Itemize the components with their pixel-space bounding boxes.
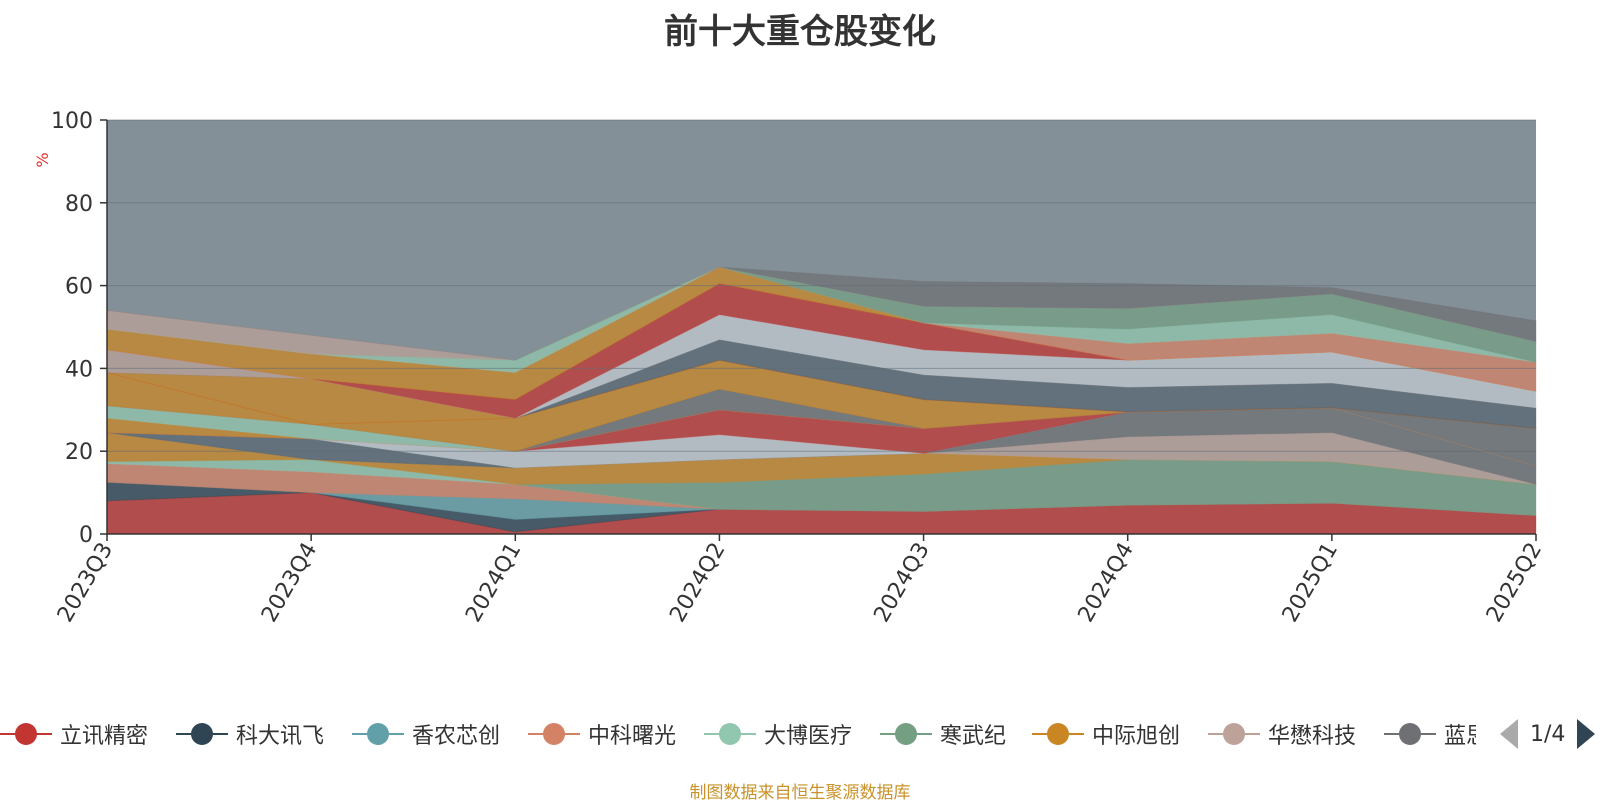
legend-label: 香农芯创	[412, 724, 501, 749]
legend-dot-icon	[543, 723, 565, 745]
legend-dot-icon	[1047, 723, 1069, 745]
area-series-15	[106, 388, 1537, 467]
legend-items: 立讯精密 科大讯飞 香农芯创 中科曙光 大博医疗 寒武纪 中际旭创 华懋科技 蓝思科技	[0, 712, 1476, 756]
legend-label: 华懋科技	[1268, 724, 1357, 749]
legend-marker-icon	[1384, 712, 1436, 756]
y-tick-label: 60	[65, 275, 93, 300]
legend-marker-icon	[352, 712, 404, 756]
y-axis-unit-label: %	[33, 152, 52, 167]
legend: 立讯精密 科大讯飞 香农芯创 中科曙光 大博医疗 寒武纪 中际旭创 华懋科技 蓝思科技 1/4	[0, 712, 1600, 756]
legend-item[interactable]: 华懋科技	[1208, 712, 1356, 756]
legend-item[interactable]: 科大讯飞	[176, 712, 324, 756]
legend-next-page-button[interactable]	[1577, 719, 1596, 749]
x-tick-label: 2023Q4	[257, 539, 322, 627]
legend-pager: 1/4	[1500, 712, 1596, 756]
legend-item[interactable]: 中科曙光	[528, 712, 676, 756]
legend-marker-icon	[880, 712, 932, 756]
legend-item[interactable]: 香农芯创	[352, 712, 500, 756]
legend-marker-icon	[528, 712, 580, 756]
legend-marker-icon	[1208, 712, 1260, 756]
legend-item[interactable]: 立讯精密	[0, 712, 148, 756]
legend-page-indicator: 1/4	[1530, 721, 1566, 747]
legend-label: 中科曙光	[588, 724, 677, 749]
legend-dot-icon	[719, 723, 741, 745]
legend-label: 中际旭创	[1092, 724, 1181, 749]
legend-label: 大博医疗	[764, 724, 853, 749]
series-areas	[106, 120, 1537, 535]
legend-label: 寒武纪	[940, 724, 1007, 749]
chart-title: 前十大重仓股变化	[664, 12, 936, 52]
area-series-5	[106, 458, 1537, 516]
legend-item[interactable]: 蓝思科技	[1384, 712, 1476, 756]
x-tick-label: 2023Q3	[53, 539, 118, 627]
legend-label: 科大讯飞	[236, 724, 325, 749]
legend-item[interactable]: 中际旭创	[1032, 712, 1180, 756]
y-tick-label: 20	[65, 440, 93, 465]
x-tick-label: 2024Q2	[665, 539, 730, 627]
x-tick-label: 2024Q4	[1074, 539, 1139, 627]
x-tick-label: 2024Q3	[869, 539, 934, 627]
area-series-21	[106, 314, 1537, 419]
legend-dot-icon	[1399, 723, 1421, 745]
area-series-28	[106, 266, 1537, 361]
legend-dot-icon	[191, 723, 213, 745]
legend-dot-icon	[1223, 723, 1245, 745]
chart-area: 0 20 40 60 80 100 2023Q3 2023Q4 2024Q1 2024Q2 2024…	[33, 109, 1547, 627]
x-tick-label: 2025Q2	[1482, 539, 1547, 627]
legend-marker-icon	[704, 712, 756, 756]
legend-marker-icon	[1032, 712, 1084, 756]
legend-dot-icon	[367, 723, 389, 745]
legend-dot-icon	[895, 723, 917, 745]
source-footer: 制图数据来自恒生聚源数据库	[689, 783, 911, 803]
legend-item[interactable]: 大博医疗	[704, 712, 852, 756]
legend-dot-icon	[15, 723, 37, 745]
x-tick-label: 2024Q1	[461, 539, 526, 627]
legend-prev-page-button[interactable]	[1500, 719, 1518, 749]
area-series-24	[106, 266, 1537, 392]
y-tick-label: 0	[79, 523, 93, 548]
area-series-26	[106, 266, 1537, 363]
area-series-19	[106, 338, 1537, 429]
legend-marker-icon	[0, 712, 52, 756]
legend-item[interactable]: 寒武纪	[880, 712, 1006, 756]
y-tick-label: 40	[65, 357, 93, 382]
y-tick-label: 100	[51, 109, 93, 134]
legend-label: 蓝思科技	[1444, 724, 1476, 749]
legend-marker-icon	[176, 712, 228, 756]
legend-label: 立讯精密	[60, 724, 149, 749]
y-tick-label: 80	[65, 192, 93, 217]
x-tick-label: 2025Q1	[1278, 539, 1343, 627]
